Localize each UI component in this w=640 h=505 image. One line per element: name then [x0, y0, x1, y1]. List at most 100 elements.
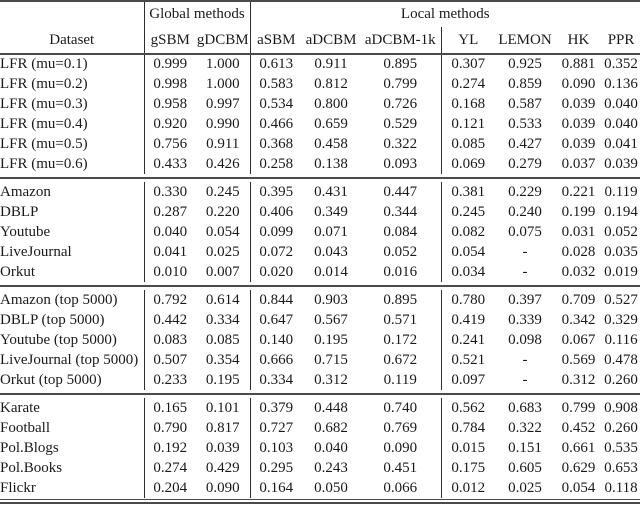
separator-rule — [0, 282, 640, 290]
value-cell-gsbm: 0.756 — [143, 134, 196, 154]
value-cell-ppr: 0.352 — [604, 56, 638, 72]
column-header-gsbm: gSBM — [143, 27, 196, 54]
value-cell-gdcbm: 0.220 — [205, 203, 240, 220]
value-cell-asbm: 0.140 — [249, 330, 302, 350]
value-cell-asbm: 0.103 — [249, 438, 302, 458]
value-cell-gsbm: 0.433 — [143, 154, 196, 174]
value-cell-adcbm-1k: 0.093 — [383, 155, 418, 172]
column-header-hk: HK — [567, 31, 590, 48]
value-cell-hk: 0.090 — [561, 75, 596, 92]
value-cell-adcbm-1k: 0.447 — [383, 183, 418, 200]
value-cell-adcbm-1k: 0.799 — [383, 75, 418, 92]
value-cell-lemon: 0.322 — [508, 419, 542, 436]
value-cell-yl: 0.054 — [440, 242, 495, 262]
value-cell-adcbm-1k: 0.529 — [383, 115, 418, 132]
dataset-label-livejournal-top-5000: LiveJournal (top 5000) — [0, 351, 139, 368]
value-cell-adcbm: 0.312 — [314, 371, 348, 388]
value-cell-adcbm: 0.567 — [314, 311, 348, 328]
column-header-yl: YL — [440, 27, 495, 54]
value-cell-lemon: 0.397 — [508, 291, 542, 308]
column-header-lemon: LEMON — [498, 31, 552, 48]
table-section-1: LFR (mu=0.1) 0.999 1.000 0.613 0.911 0.895 0.3… — [0, 54, 640, 174]
table-row: Flickr 0.204 0.090 0.164 0.050 0.066 0.012 0.02… — [0, 478, 640, 498]
dataset-label-lfr-mu-0-1: LFR (mu=0.1) — [0, 56, 88, 72]
table-row: LFR (mu=0.1) 0.999 1.000 0.613 0.911 0.895 0.3… — [0, 54, 640, 74]
table-row: Pol.Books 0.274 0.429 0.295 0.243 0.451 0.175 0… — [0, 458, 640, 478]
table-section-2: Amazon 0.330 0.245 0.395 0.431 0.447 0.381 0.22… — [0, 182, 640, 282]
value-cell-ppr: 0.136 — [604, 75, 638, 92]
value-cell-adcbm-1k: 0.769 — [383, 419, 418, 436]
dataset-label-livejournal: LiveJournal — [0, 243, 72, 260]
value-cell-adcbm: 0.812 — [314, 75, 348, 92]
value-cell-gdcbm: 0.911 — [206, 135, 240, 152]
table-section-4: Karate 0.165 0.101 0.379 0.448 0.740 0.562 0.68… — [0, 398, 640, 498]
value-cell-asbm: 0.295 — [249, 458, 302, 478]
value-cell-gdcbm: 0.025 — [205, 243, 240, 260]
value-cell-yl: 0.521 — [440, 350, 495, 370]
value-cell-asbm: 0.379 — [249, 398, 302, 418]
value-cell-asbm: 0.406 — [249, 202, 302, 222]
value-cell-hk: 0.054 — [561, 479, 596, 496]
value-cell-lemon: 0.025 — [508, 479, 542, 496]
table-row: LFR (mu=0.2) 0.998 1.000 0.583 0.812 0.799 0.2… — [0, 74, 640, 94]
value-cell-adcbm: 0.458 — [314, 135, 348, 152]
value-cell-adcbm: 0.911 — [314, 56, 348, 72]
value-cell-yl: 0.241 — [440, 330, 495, 350]
table-row: DBLP 0.287 0.220 0.406 0.349 0.344 0.245 0.240 0… — [0, 202, 640, 222]
dataset-label-lfr-mu-0-2: LFR (mu=0.2) — [0, 75, 88, 92]
value-cell-hk: 0.799 — [561, 399, 596, 416]
value-cell-hk: 0.199 — [561, 203, 596, 220]
value-cell-adcbm: 0.349 — [314, 203, 348, 220]
value-cell-yl: 0.168 — [440, 94, 495, 114]
value-cell-gsbm: 0.165 — [143, 398, 196, 418]
group-header-spacer — [0, 2, 144, 27]
value-cell-asbm: 0.583 — [249, 74, 302, 94]
value-cell-asbm: 0.666 — [249, 350, 302, 370]
value-cell-hk: 0.039 — [561, 115, 596, 132]
value-cell-lemon: 0.279 — [508, 155, 542, 172]
value-cell-adcbm: 0.715 — [314, 351, 348, 368]
table-row: LFR (mu=0.5) 0.756 0.911 0.368 0.458 0.322 0.0… — [0, 134, 640, 154]
group-header-row: Global methods Local methods — [0, 2, 640, 27]
group-header-global: Global methods — [143, 2, 251, 27]
value-cell-ppr: 0.535 — [604, 439, 638, 456]
value-cell-lemon: 0.240 — [508, 203, 542, 220]
value-cell-yl: 0.085 — [440, 134, 495, 154]
value-cell-hk: 0.028 — [561, 243, 596, 260]
value-cell-adcbm: 0.800 — [314, 95, 348, 112]
dataset-label-lfr-mu-0-5: LFR (mu=0.5) — [0, 135, 88, 152]
value-cell-ppr: 0.035 — [604, 243, 638, 260]
dataset-label-flickr: Flickr — [0, 479, 36, 496]
value-cell-gsbm: 0.233 — [143, 370, 196, 390]
value-cell-ppr: 0.118 — [604, 479, 638, 496]
value-cell-adcbm-1k: 0.322 — [383, 135, 418, 152]
value-cell-adcbm-1k: 0.344 — [383, 203, 418, 220]
value-cell-hk: 0.039 — [561, 135, 596, 152]
value-cell-adcbm: 0.682 — [314, 419, 348, 436]
value-cell-gdcbm: 0.817 — [205, 419, 240, 436]
table-row: LFR (mu=0.4) 0.920 0.990 0.466 0.659 0.529 0.1… — [0, 114, 640, 134]
value-cell-ppr: 0.478 — [604, 351, 638, 368]
value-cell-asbm: 0.647 — [249, 310, 302, 330]
value-cell-adcbm: 0.659 — [314, 115, 348, 132]
value-cell-asbm: 0.258 — [249, 154, 302, 174]
value-cell-asbm: 0.072 — [249, 242, 302, 262]
value-cell-gsbm: 0.204 — [143, 478, 196, 498]
value-cell-gsbm: 0.010 — [143, 262, 196, 282]
value-cell-gdcbm: 0.039 — [205, 439, 240, 456]
dataset-label-youtube: Youtube — [0, 223, 51, 240]
value-cell-lemon: - — [522, 263, 528, 280]
value-cell-hk: 0.709 — [561, 291, 596, 308]
value-cell-gdcbm: 0.085 — [205, 331, 240, 348]
value-cell-yl: 0.121 — [440, 114, 495, 134]
table-row: Orkut 0.010 0.007 0.020 0.014 0.016 0.034 - 0.03… — [0, 262, 640, 282]
table-row: LFR (mu=0.6) 0.433 0.426 0.258 0.138 0.093 0.0… — [0, 154, 640, 174]
table-bottom-rule-thick — [0, 502, 640, 504]
value-cell-gdcbm: 0.426 — [205, 155, 240, 172]
value-cell-asbm: 0.368 — [249, 134, 302, 154]
value-cell-lemon: - — [522, 371, 528, 388]
value-cell-adcbm: 0.040 — [314, 439, 348, 456]
value-cell-hk: 0.629 — [561, 459, 596, 476]
value-cell-asbm: 0.613 — [249, 54, 302, 74]
value-cell-asbm: 0.099 — [249, 222, 302, 242]
